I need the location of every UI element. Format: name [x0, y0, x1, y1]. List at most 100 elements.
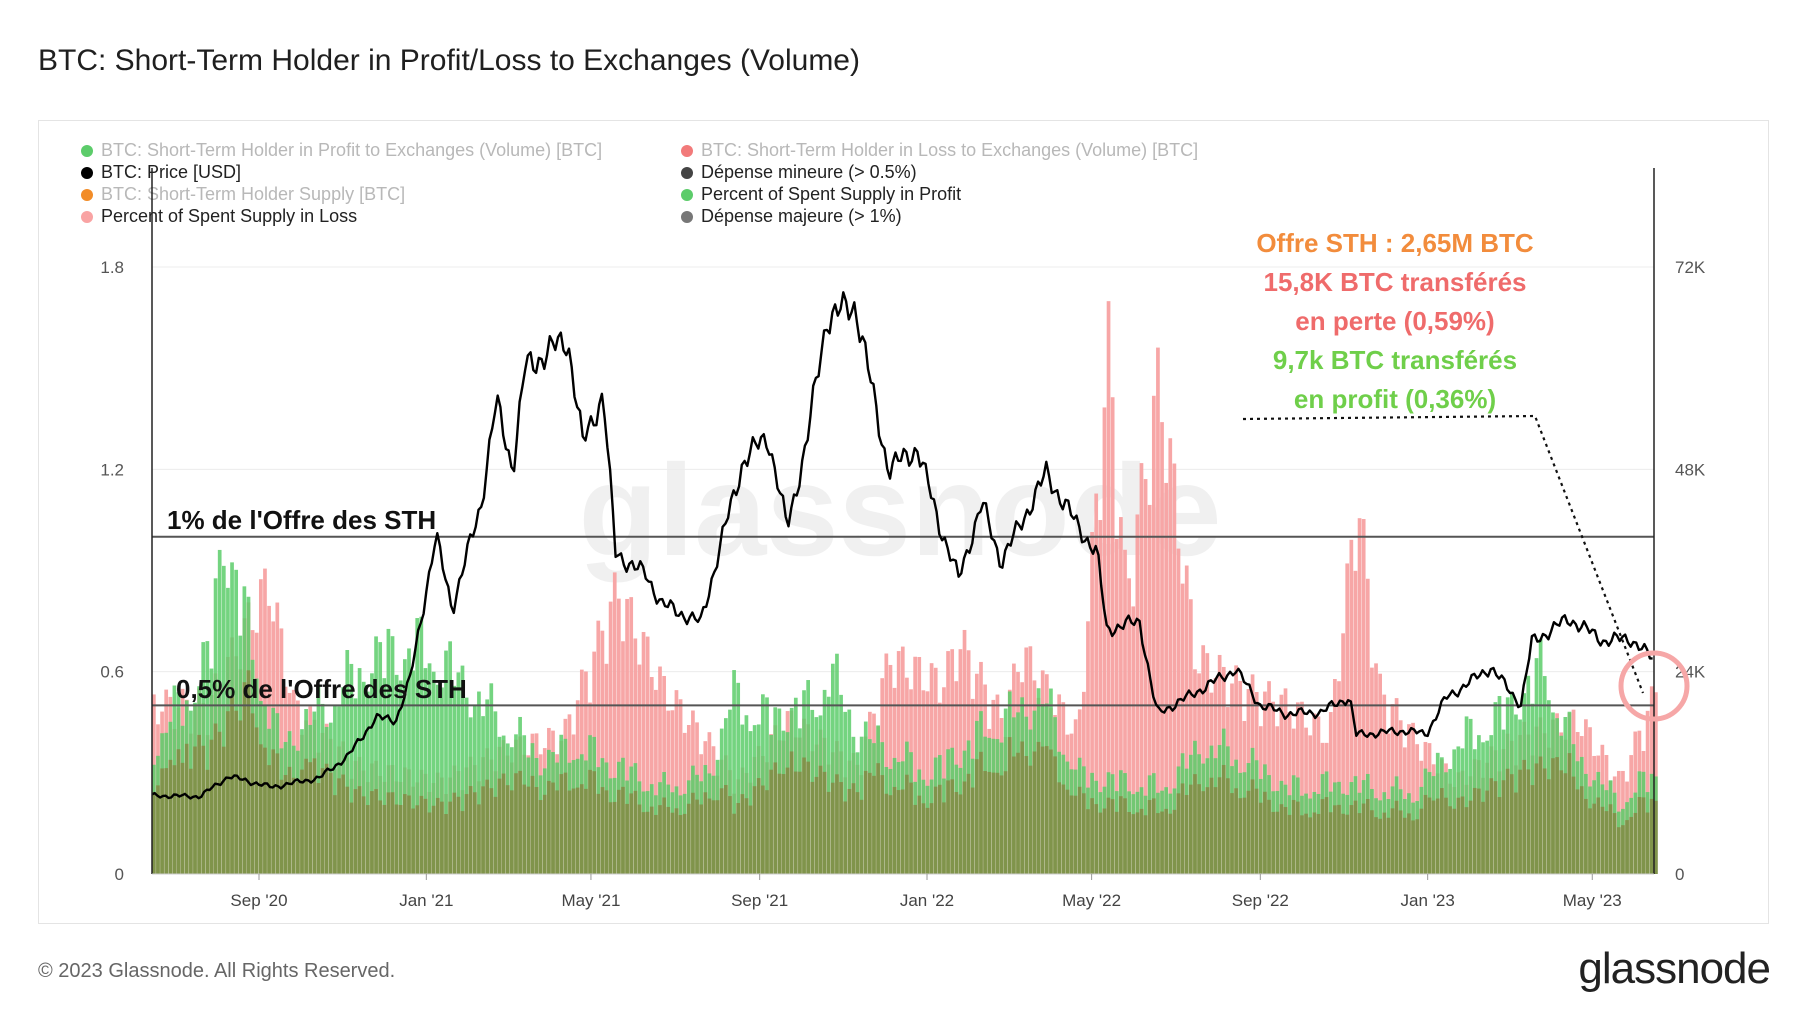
bar-overlap: [1193, 774, 1197, 874]
bar-profit: [361, 681, 366, 874]
bar-overlap: [1119, 796, 1123, 874]
bar-overlap: [152, 792, 156, 874]
bar-overlap: [526, 786, 531, 874]
bar-overlap: [1172, 809, 1177, 874]
bar-loss: [674, 690, 679, 874]
bar-loss: [1341, 633, 1345, 874]
bar-profit: [489, 683, 494, 874]
annotation-threshold-major: 1% de l'Offre des STH: [167, 505, 436, 535]
bar-overlap: [1641, 797, 1646, 874]
bar-overlap: [913, 804, 917, 874]
chart-title: BTC: Short-Term Holder in Profit/Loss to…: [38, 44, 860, 77]
bar-overlap: [1419, 808, 1424, 874]
bar-overlap: [612, 801, 617, 874]
bar-loss: [621, 641, 625, 874]
bar-overlap: [917, 795, 922, 874]
bar-overlap: [1024, 756, 1029, 874]
bar-overlap: [958, 794, 963, 874]
bar-overlap: [1489, 778, 1494, 874]
bar-profit: [826, 696, 831, 874]
legend-item-price[interactable]: BTC: Price [USD]: [81, 162, 241, 183]
bar-loss: [958, 649, 963, 874]
bar-overlap: [826, 791, 831, 874]
bar-overlap: [666, 806, 671, 874]
bar-overlap: [1464, 807, 1469, 874]
bar-overlap: [995, 772, 1000, 874]
bar-overlap: [1382, 812, 1387, 874]
bar-overlap: [1312, 812, 1317, 874]
legend-item-sth-supply[interactable]: BTC: Short-Term Holder Supply [BTC]: [81, 184, 405, 205]
bar-profit: [221, 565, 226, 874]
bar-loss: [645, 636, 650, 874]
bar-overlap: [1279, 804, 1284, 874]
bar-overlap: [1534, 763, 1539, 874]
bar-profit: [765, 697, 769, 874]
bar-overlap: [1304, 813, 1308, 874]
bar-overlap: [394, 804, 399, 874]
bar-overlap: [271, 749, 276, 874]
legend-label-sth-loss: BTC: Short-Term Holder in Loss to Exchan…: [701, 140, 1199, 160]
bar-overlap: [744, 798, 749, 874]
legend-item-sth-loss[interactable]: BTC: Short-Term Holder in Loss to Exchan…: [681, 140, 1198, 161]
bar-profit: [1468, 718, 1473, 874]
bar-overlap: [1106, 797, 1111, 874]
bar-overlap: [1250, 779, 1255, 874]
bar-overlap: [1522, 759, 1527, 874]
bar-overlap: [1505, 768, 1510, 874]
bar-overlap: [761, 785, 765, 874]
bar-overlap: [1452, 808, 1457, 874]
bar-overlap: [983, 771, 987, 874]
bar-profit: [440, 687, 444, 874]
bar-profit: [1497, 696, 1502, 874]
legend-item-percent-profit[interactable]: Percent of Spent Supply in Profit: [681, 184, 961, 205]
bar-loss: [625, 598, 629, 874]
bar-overlap: [1514, 792, 1518, 874]
bar-overlap: [485, 779, 490, 874]
bar-overlap: [579, 784, 584, 874]
bar-overlap: [835, 774, 839, 874]
bar-overlap: [283, 774, 288, 874]
bar-overlap: [1320, 799, 1325, 874]
bar-overlap: [551, 782, 555, 874]
bar-overlap: [781, 774, 786, 874]
bar-loss: [612, 572, 617, 874]
legend-item-major-spend[interactable]: Dépense majeure (> 1%): [681, 206, 902, 227]
legend-label-sth-supply: BTC: Short-Term Holder Supply [BTC]: [101, 184, 406, 204]
bar-overlap: [859, 799, 864, 874]
bar-overlap: [168, 759, 173, 874]
legend-item-sth-profit[interactable]: BTC: Short-Term Holder in Profit to Exch…: [81, 140, 602, 161]
bar-loss: [1283, 688, 1288, 874]
bar-overlap: [197, 734, 201, 874]
bar-overlap: [357, 786, 362, 874]
bar-overlap: [333, 795, 337, 874]
bar-overlap: [1612, 813, 1617, 874]
bar-overlap: [1098, 812, 1103, 874]
bar-overlap: [1407, 813, 1411, 874]
bar-overlap: [452, 792, 457, 874]
bar-overlap: [312, 758, 317, 874]
bar-overlap: [654, 814, 658, 874]
bar-overlap: [1497, 797, 1502, 874]
bar-loss: [1300, 701, 1304, 874]
bar-overlap: [900, 789, 905, 874]
bar-overlap: [1468, 800, 1473, 874]
bar-overlap: [209, 739, 214, 874]
legend-item-percent-loss[interactable]: Percent of Spent Supply in Loss: [81, 206, 357, 227]
bar-overlap: [1477, 788, 1481, 874]
bar-overlap: [1345, 814, 1350, 874]
bar-overlap: [1370, 810, 1374, 874]
bar-overlap: [1440, 788, 1444, 874]
bar-loss: [1353, 570, 1358, 874]
bar-profit: [843, 711, 848, 874]
x-tick-label: Jan '23: [1401, 891, 1455, 910]
bar-loss: [1119, 517, 1123, 874]
bar-overlap: [1077, 786, 1082, 874]
bar-overlap: [1016, 752, 1020, 874]
bar-loss: [1094, 493, 1099, 874]
legend-item-minor-spend[interactable]: Dépense mineure (> 0.5%): [681, 162, 917, 183]
bar-overlap: [1197, 784, 1201, 874]
bar-overlap: [966, 773, 971, 874]
bar-loss: [633, 638, 638, 874]
bar-overlap: [1221, 764, 1226, 874]
bar-loss: [1106, 301, 1111, 875]
